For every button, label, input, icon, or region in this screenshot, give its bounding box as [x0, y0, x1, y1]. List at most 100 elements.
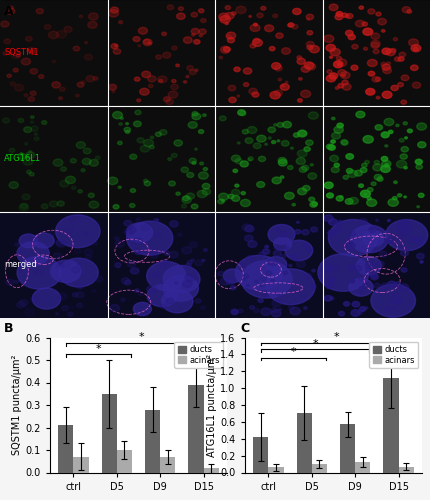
- Circle shape: [365, 268, 371, 272]
- Circle shape: [108, 84, 116, 90]
- Circle shape: [137, 138, 144, 143]
- Circle shape: [125, 130, 129, 134]
- Circle shape: [89, 201, 98, 208]
- Circle shape: [337, 63, 341, 66]
- Circle shape: [279, 232, 286, 237]
- Circle shape: [120, 117, 123, 119]
- Circle shape: [228, 97, 236, 102]
- Circle shape: [148, 42, 151, 44]
- Circle shape: [65, 227, 74, 234]
- Bar: [73, 457, 89, 472]
- Circle shape: [415, 164, 421, 169]
- Circle shape: [364, 160, 369, 164]
- Circle shape: [335, 56, 341, 60]
- Circle shape: [235, 158, 242, 164]
- Circle shape: [387, 130, 392, 134]
- Circle shape: [219, 116, 226, 121]
- Circle shape: [329, 4, 337, 10]
- Circle shape: [306, 30, 312, 35]
- Circle shape: [55, 215, 100, 248]
- Circle shape: [76, 94, 79, 97]
- Circle shape: [264, 246, 268, 248]
- Circle shape: [374, 124, 381, 130]
- Circle shape: [237, 110, 245, 116]
- Circle shape: [175, 192, 180, 196]
- Circle shape: [81, 168, 85, 172]
- Circle shape: [337, 84, 343, 88]
- Circle shape: [231, 310, 237, 314]
- Circle shape: [358, 6, 362, 10]
- Circle shape: [274, 90, 282, 96]
- Circle shape: [361, 164, 366, 168]
- Circle shape: [393, 298, 401, 304]
- Bar: [108, 107, 214, 212]
- Circle shape: [297, 150, 307, 157]
- Circle shape: [301, 165, 308, 170]
- Bar: [311, 464, 326, 472]
- Circle shape: [400, 245, 403, 248]
- Circle shape: [219, 16, 230, 23]
- Circle shape: [220, 46, 230, 53]
- Circle shape: [329, 297, 333, 300]
- Circle shape: [155, 132, 161, 136]
- Circle shape: [358, 306, 365, 311]
- Circle shape: [134, 289, 139, 292]
- Circle shape: [88, 13, 98, 20]
- Y-axis label: ATG16L1 puncta/μm²: ATG16L1 puncta/μm²: [207, 354, 217, 457]
- Circle shape: [256, 135, 265, 142]
- Circle shape: [77, 82, 84, 87]
- Bar: [58, 425, 73, 472]
- Circle shape: [162, 52, 170, 58]
- Circle shape: [31, 296, 40, 304]
- Circle shape: [336, 59, 346, 66]
- Circle shape: [417, 142, 425, 148]
- Circle shape: [348, 278, 372, 296]
- Circle shape: [252, 92, 258, 97]
- Circle shape: [9, 182, 18, 188]
- Circle shape: [278, 160, 286, 166]
- Circle shape: [330, 140, 335, 143]
- Circle shape: [264, 25, 273, 32]
- Circle shape: [370, 40, 379, 47]
- Circle shape: [367, 9, 374, 14]
- Circle shape: [394, 282, 399, 286]
- Circle shape: [323, 182, 332, 188]
- Circle shape: [133, 238, 142, 244]
- Circle shape: [393, 181, 396, 184]
- Circle shape: [390, 300, 395, 304]
- Circle shape: [60, 167, 66, 172]
- Circle shape: [289, 254, 295, 258]
- Circle shape: [267, 259, 276, 266]
- Circle shape: [259, 284, 263, 286]
- Y-axis label: SQSTM1 puncta/μm²: SQSTM1 puncta/μm²: [12, 355, 22, 455]
- Circle shape: [93, 76, 98, 80]
- Circle shape: [298, 78, 301, 80]
- Circle shape: [402, 225, 412, 232]
- Circle shape: [223, 269, 242, 282]
- Circle shape: [169, 251, 178, 258]
- Circle shape: [252, 39, 262, 46]
- Circle shape: [231, 196, 239, 202]
- Circle shape: [182, 280, 192, 287]
- Circle shape: [15, 243, 19, 246]
- Circle shape: [161, 290, 193, 313]
- Circle shape: [231, 12, 236, 15]
- Circle shape: [163, 266, 200, 292]
- Circle shape: [357, 276, 362, 280]
- Circle shape: [181, 204, 186, 208]
- Circle shape: [344, 14, 349, 18]
- Circle shape: [359, 168, 366, 172]
- Circle shape: [34, 137, 39, 140]
- Circle shape: [362, 136, 372, 143]
- Circle shape: [202, 188, 210, 195]
- Circle shape: [341, 84, 350, 90]
- Bar: [322, 212, 429, 318]
- Circle shape: [293, 133, 299, 138]
- Circle shape: [345, 242, 354, 249]
- Circle shape: [249, 24, 259, 32]
- Circle shape: [271, 140, 275, 143]
- Circle shape: [381, 30, 384, 32]
- Circle shape: [358, 184, 362, 188]
- Circle shape: [136, 99, 140, 102]
- Circle shape: [376, 177, 382, 182]
